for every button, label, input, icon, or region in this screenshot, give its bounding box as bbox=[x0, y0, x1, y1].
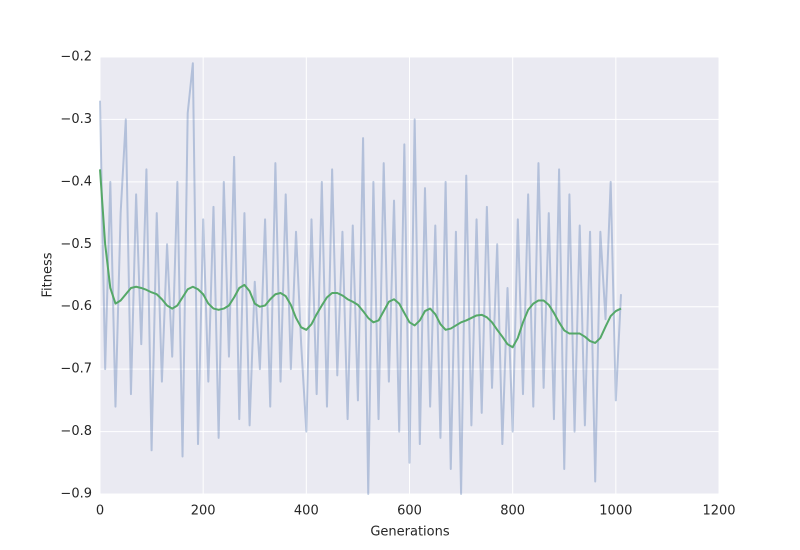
x-tick-label: 800 bbox=[500, 504, 525, 519]
y-axis-label: Fitness bbox=[41, 252, 56, 297]
y-tick-label: −0.8 bbox=[60, 424, 92, 439]
x-tick-label: 400 bbox=[294, 504, 319, 519]
x-tick-label: 600 bbox=[397, 504, 422, 519]
data-line bbox=[99, 62, 622, 495]
y-tick-label: −0.2 bbox=[60, 50, 92, 65]
y-tick-label: −0.6 bbox=[60, 299, 92, 314]
y-tick-label: −0.7 bbox=[60, 362, 92, 377]
y-tick-label: −0.3 bbox=[60, 112, 92, 127]
y-tick-label: −0.5 bbox=[60, 237, 92, 252]
x-tick-label: 1000 bbox=[599, 504, 632, 519]
y-tick-label: −0.9 bbox=[60, 487, 92, 502]
x-tick-label: 200 bbox=[191, 504, 216, 519]
x-tick-label: 1200 bbox=[702, 504, 735, 519]
y-tick-label: −0.4 bbox=[60, 174, 92, 189]
x-tick-label: 0 bbox=[96, 504, 104, 519]
x-axis-label: Generations bbox=[370, 525, 450, 540]
data-line bbox=[99, 169, 622, 349]
